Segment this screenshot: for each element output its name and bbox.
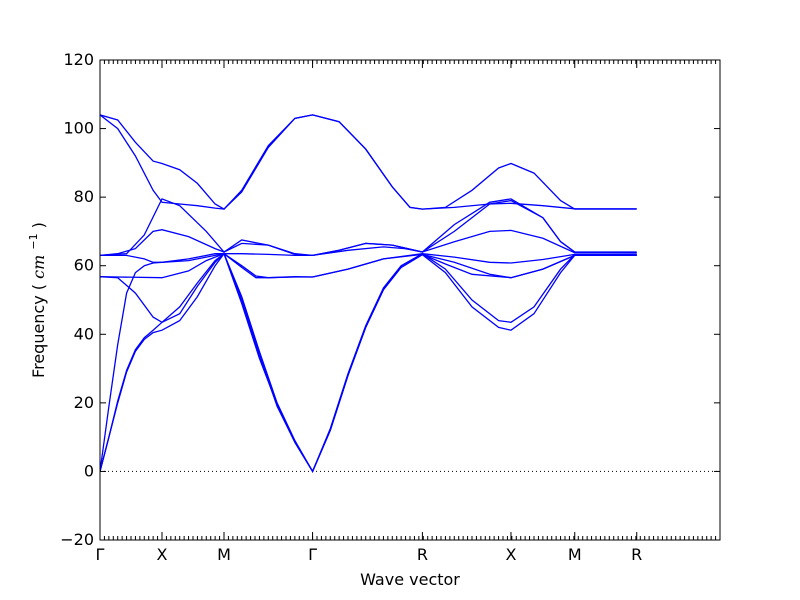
y-tick-label: 100 [63,119,94,138]
x-tick-label: X [505,545,516,564]
y-axis-label-unit-exponent: −1 [27,233,40,249]
y-tick-label: 20 [74,393,94,412]
x-tick-label: M [217,545,231,564]
x-tick-label: Γ [96,545,105,564]
y-tick-label: 60 [74,256,94,275]
plot-area [100,60,720,540]
y-axis-label-unit: cm [29,255,48,279]
y-axis-label-open-paren: ( [29,284,48,290]
band-series-7 [100,252,637,324]
y-axis-label: Frequency ( cm −1 ) [22,222,48,378]
y-tick-labels: −20 0 20 40 60 80 100 120 [60,50,94,549]
band-series-10 [100,252,637,473]
x-tick-label: Γ [308,545,317,564]
x-tick-label: R [417,545,428,564]
axis-ticks [99,59,721,541]
y-axis-label-text: Frequency [29,295,48,378]
x-tick-label: X [157,545,168,564]
y-tick-label: 0 [84,461,94,480]
x-axis-label: Wave vector [360,570,460,589]
plot-frame [99,59,721,541]
y-tick-label: 120 [63,50,94,69]
y-tick-label: 40 [74,324,94,343]
x-tick-label: R [631,545,642,564]
x-tick-label: M [568,545,582,564]
band-series-9 [100,252,637,473]
band-series-group [100,114,637,473]
y-tick-label: 80 [74,187,94,206]
y-tick-label: −20 [60,530,94,549]
y-axis-label-close-paren: ) [29,222,48,228]
